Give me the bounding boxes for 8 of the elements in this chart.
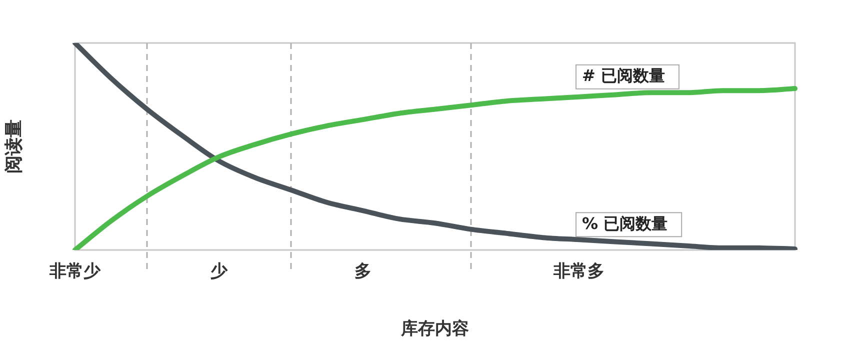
x-tick-label: 少 xyxy=(210,262,228,282)
series-label: # 已阅数量 xyxy=(582,66,665,85)
x-axis-title: 库存内容 xyxy=(400,319,469,340)
x-tick-label: 非常多 xyxy=(552,262,604,282)
y-axis-title: 阅读量 xyxy=(3,120,24,174)
x-tick-label: 非常少 xyxy=(48,262,102,282)
x-tick-label: 多 xyxy=(354,262,372,282)
series-label: % 已阅数量 xyxy=(582,214,668,233)
